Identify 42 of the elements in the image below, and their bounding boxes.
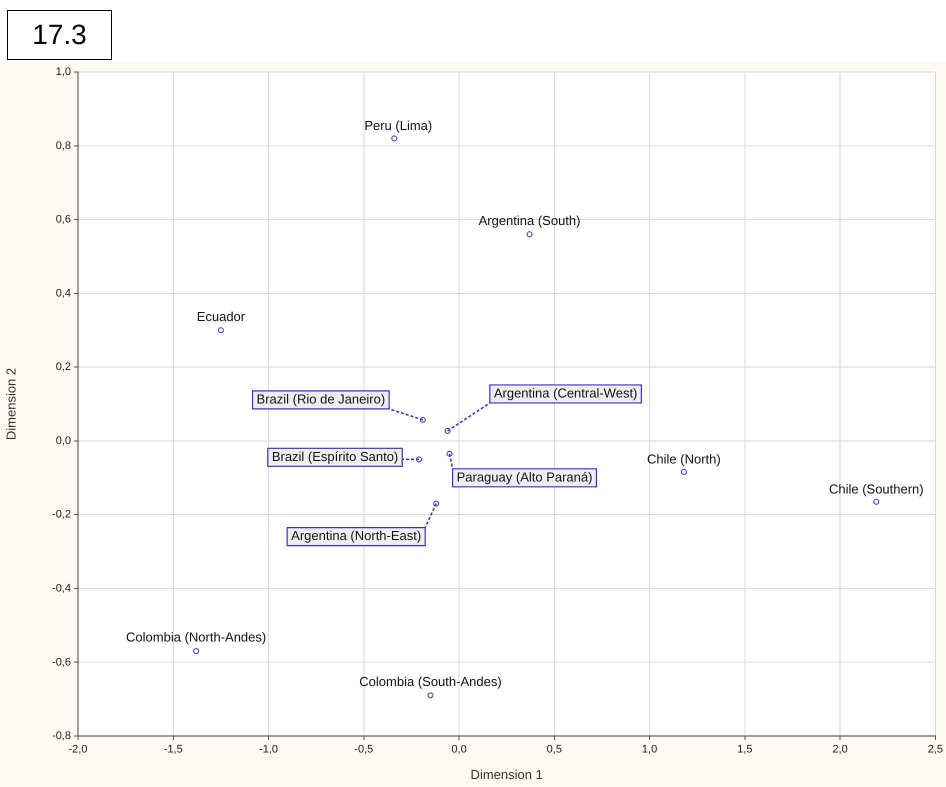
annotation: Brazil (Espírito Santo) <box>272 448 398 464</box>
y-tick-label: -0,4 <box>52 582 71 594</box>
y-tick-label: 0,2 <box>56 361 71 374</box>
point <box>873 498 880 505</box>
x-tick-label: -1,5 <box>164 744 183 756</box>
x-tick-label: 0,0 <box>451 744 467 756</box>
annotation: Colombia (North-Andes) <box>126 630 266 645</box>
x-tick-label: -0,5 <box>354 744 374 756</box>
annotation: Argentina (North-East) <box>291 528 422 544</box>
annotation: Peru (Lima) <box>364 118 432 133</box>
annotation: Chile (Southern) <box>828 481 924 496</box>
annotation: Paraguay (Alto Paraná) <box>456 469 592 484</box>
point <box>526 231 533 238</box>
y-tick-label: -0,2 <box>52 508 71 521</box>
y-tick-label: 1,0 <box>56 66 71 78</box>
annotation: Colombia (South-Andes) <box>359 674 502 689</box>
point <box>680 468 687 475</box>
y-tick-label: 0,0 <box>56 434 71 447</box>
y-tick-label: 0,4 <box>56 287 71 300</box>
x-tick-label: -1,0 <box>259 744 278 756</box>
x-tick-label: 2,0 <box>832 744 848 756</box>
x-tick-label: -2,0 <box>68 744 88 756</box>
annotation: Ecuador <box>196 308 246 324</box>
x-tick-label: 1,0 <box>642 744 658 756</box>
point <box>391 135 398 142</box>
point <box>193 648 200 654</box>
y-tick-label: 0,8 <box>56 140 71 152</box>
x-tick-label: 2,5 <box>928 744 944 756</box>
annotation: Argentina (Central-West) <box>494 386 638 401</box>
point <box>427 692 434 698</box>
y-axis-title: Dimension 2 <box>3 368 18 440</box>
x-tick-label: 1,5 <box>737 744 752 756</box>
point <box>218 327 224 334</box>
x-axis-title: Dimension 1 <box>470 766 543 782</box>
y-tick-label: -0,8 <box>52 730 71 742</box>
annotation: Chile (North) <box>647 451 721 466</box>
y-tick-label: 0,6 <box>56 214 71 226</box>
x-tick-label: 0,5 <box>546 744 562 756</box>
annotation: Brazil (Rio de Janeiro) <box>256 391 386 406</box>
y-tick-label: -0,6 <box>52 656 71 668</box>
annotation: Argentina (South) <box>478 212 580 228</box>
chart-title: 17.3 <box>7 10 112 60</box>
